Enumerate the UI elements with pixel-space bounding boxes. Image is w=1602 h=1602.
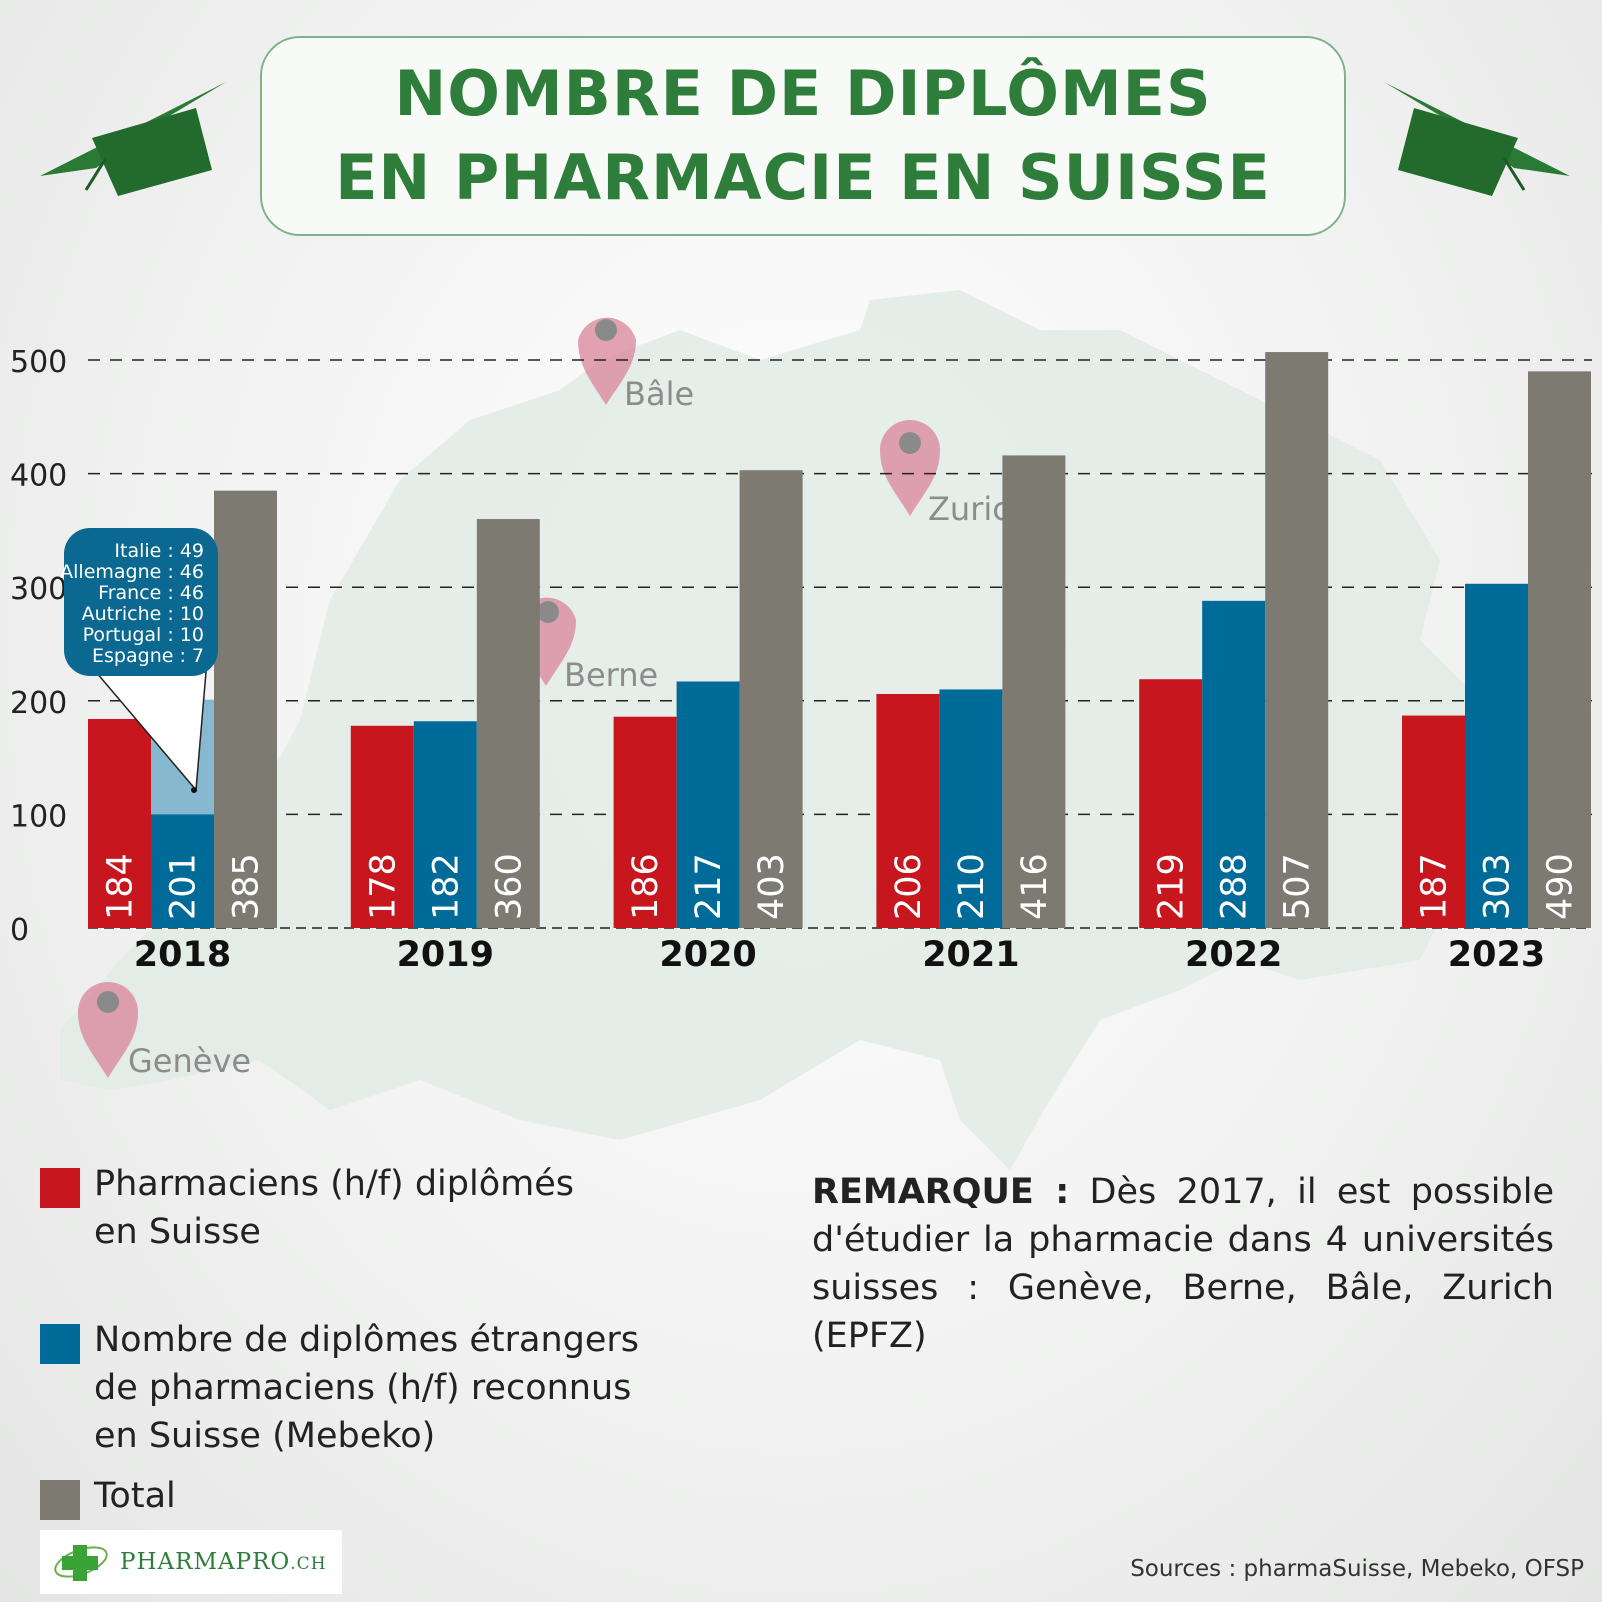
bar-2020-series-2	[739, 470, 803, 928]
bar-2021-series-2	[1002, 455, 1066, 928]
graduation-cap-left-icon	[40, 82, 226, 196]
title-box: NOMBRE DE DIPLÔMES EN PHARMACIE EN SUISS…	[260, 36, 1346, 236]
y-tick-label-300: 300	[10, 572, 67, 607]
value-label-2020-series-1: 217	[689, 853, 729, 920]
bar-2020-series-0	[613, 716, 677, 928]
graduation-cap-right-icon	[1384, 82, 1570, 196]
legend-swatch-red	[40, 1168, 80, 1208]
value-label-2022-series-0: 219	[1152, 853, 1192, 920]
value-label-2023-series-0: 187	[1415, 853, 1455, 920]
y-tick-label-100: 100	[10, 799, 67, 834]
x-label-2020: 2020	[659, 935, 756, 975]
x-label-2019: 2019	[397, 935, 494, 975]
legend-item-total: Total	[40, 1472, 176, 1520]
logo-text: PHARMAPRO.CH	[120, 1549, 327, 1575]
pharmapro-logo: PHARMAPRO.CH	[40, 1530, 342, 1594]
bar-2021-series-0	[876, 693, 940, 928]
tooltip-line-1: Allemagne : 46	[60, 561, 204, 583]
x-label-2018: 2018	[134, 935, 231, 975]
bar-2019-series-0	[350, 725, 414, 928]
value-label-2019-series-2: 360	[489, 853, 529, 920]
bars	[88, 352, 1591, 929]
legend-label-foreign: Nombre de diplômes étrangers de pharmaci…	[94, 1320, 639, 1456]
tooltip-line-4: Portugal : 10	[83, 624, 204, 646]
y-tick-label-200: 200	[10, 686, 67, 721]
remark-text: Dès 2017, il est possible d'étudier la p…	[812, 1172, 1554, 1356]
value-labels: 184 201 385 178 182 360 186 217 403 206 210 416 219 2…	[101, 853, 1581, 920]
value-label-2023-series-2: 490	[1541, 853, 1581, 920]
bar-2018-series-1-highlight	[151, 814, 214, 928]
value-label-2021-series-2: 416	[1015, 853, 1055, 920]
value-label-2019-series-1: 182	[426, 853, 466, 920]
grid-lines: 0 100 200 300 400 500	[10, 345, 1592, 948]
logo-name: PHARMAPRO	[120, 1549, 291, 1575]
value-label-2021-series-1: 210	[952, 853, 992, 920]
bar-2023-series-2	[1528, 371, 1591, 928]
map-label-berne: Berne	[564, 656, 658, 694]
value-label-2018-series-1: 201	[164, 853, 204, 920]
remark-label: REMARQUE :	[812, 1172, 1070, 1212]
map-label-zurich: Zuric	[928, 490, 1010, 528]
legend-swatch-blue	[40, 1324, 80, 1364]
map-label-geneve: Genève	[128, 1042, 251, 1080]
bar-2020-series-1	[676, 681, 740, 928]
x-axis-labels: 2018 2019 2020 2021 2022 2023	[134, 935, 1545, 975]
tooltip-line-3: Autriche : 10	[82, 603, 204, 625]
bar-2023-series-1	[1465, 583, 1528, 928]
legend-item-foreign: Nombre de diplômes étrangers de pharmaci…	[40, 1316, 639, 1460]
bar-2023-series-0	[1402, 715, 1465, 928]
map-pin-zurich-icon	[880, 420, 940, 516]
bar-2022-series-0	[1139, 679, 1203, 928]
value-label-2021-series-0: 206	[889, 853, 929, 920]
title-line-2: EN PHARMACIE EN SUISSE	[335, 141, 1271, 214]
bar-2019-series-2	[476, 519, 540, 928]
map-pin-geneve-icon	[78, 982, 138, 1078]
tooltip-line-2: France : 46	[98, 582, 204, 604]
legend-label-swiss: Pharmaciens (h/f) diplômés en Suisse	[94, 1164, 574, 1252]
value-label-2022-series-2: 507	[1278, 853, 1318, 920]
y-tick-label-500: 500	[10, 345, 67, 380]
x-label-2023: 2023	[1448, 935, 1545, 975]
legend-item-swiss: Pharmaciens (h/f) diplômés en Suisse	[40, 1160, 574, 1256]
logo-suffix: .CH	[290, 1554, 327, 1574]
value-label-2018-series-2: 385	[227, 853, 267, 920]
value-label-2020-series-2: 403	[752, 853, 792, 920]
pharmacy-cross-icon	[54, 1545, 108, 1581]
y-tick-label-400: 400	[10, 459, 67, 494]
tooltip-line-5: Espagne : 7	[92, 645, 204, 667]
x-label-2021: 2021	[922, 935, 1019, 975]
bar-2022-series-2	[1265, 352, 1329, 929]
bar-2018-series-2	[214, 490, 277, 928]
bar-2022-series-1	[1202, 600, 1266, 928]
sources: Sources : pharmaSuisse, Mebeko, OFSP	[1130, 1556, 1584, 1582]
value-label-2019-series-0: 178	[363, 853, 403, 920]
legend-label-total: Total	[94, 1476, 176, 1516]
value-label-2018-series-0: 184	[101, 853, 141, 920]
bar-2021-series-1	[939, 689, 1003, 928]
value-label-2022-series-1: 288	[1215, 853, 1255, 920]
tooltip-line-0: Italie : 49	[114, 540, 204, 562]
legend-swatch-gray	[40, 1480, 80, 1520]
tooltip-anchor-dot	[191, 787, 197, 793]
map-pin-bale-icon	[578, 317, 636, 405]
title-line-1: NOMBRE DE DIPLÔMES	[394, 57, 1212, 130]
x-label-2022: 2022	[1185, 935, 1282, 975]
remark: REMARQUE : Dès 2017, il est possible d'é…	[812, 1168, 1554, 1360]
map-label-bale: Bâle	[624, 375, 694, 413]
y-tick-label-0: 0	[10, 913, 29, 948]
bar-2019-series-1	[413, 721, 477, 928]
bar-2018-series-0	[88, 718, 151, 928]
value-label-2020-series-0: 186	[626, 853, 666, 920]
value-label-2023-series-1: 303	[1478, 853, 1518, 920]
tooltip-box	[64, 528, 218, 676]
